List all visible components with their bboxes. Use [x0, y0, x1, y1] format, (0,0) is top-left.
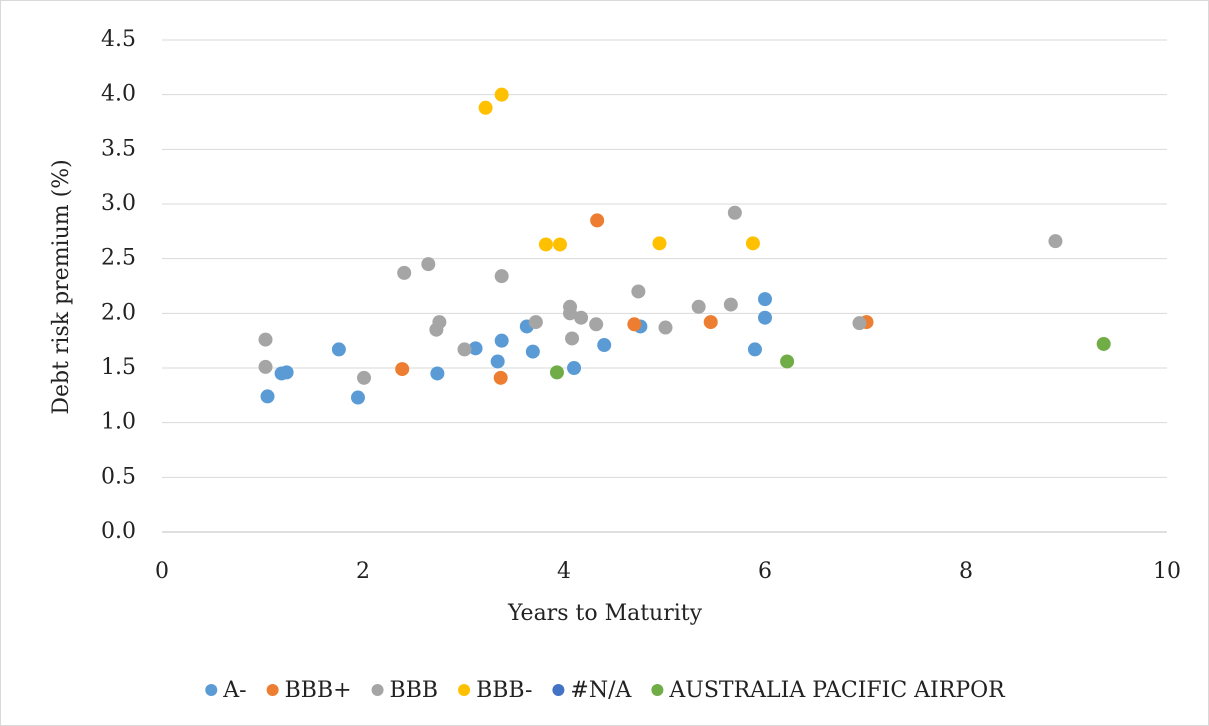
point [747, 342, 762, 357]
point [1096, 336, 1111, 351]
x-tick-label: 10 [1153, 559, 1181, 584]
point [723, 297, 738, 312]
point [574, 310, 589, 325]
y-tick-label: 1.5 [101, 355, 136, 380]
point [432, 315, 447, 330]
point [538, 237, 553, 252]
point [691, 299, 706, 314]
y-tick-label: 2.0 [101, 300, 136, 325]
legend-label: AUSTRALIA PACIFIC AIRPOR [668, 678, 1006, 703]
point [590, 213, 605, 228]
x-tick-label: 4 [557, 559, 571, 584]
y-tick-label: 1.0 [101, 410, 136, 435]
x-axis-label: Years to Maturity [507, 601, 703, 626]
legend-marker [552, 684, 565, 696]
point [493, 370, 508, 385]
legend-label: BBB [390, 678, 439, 703]
legend-label: BBB- [476, 678, 532, 703]
point [279, 365, 294, 380]
point [478, 100, 493, 115]
legend-marker [458, 684, 471, 696]
point [260, 389, 275, 404]
point [758, 292, 772, 307]
legend-marker [651, 684, 664, 696]
legend-label: #N/A [570, 678, 632, 703]
y-tick-label: 3.0 [101, 191, 136, 216]
x-tick-label: 8 [959, 559, 973, 584]
x-tick-label: 6 [758, 559, 772, 584]
x-tick-label: 0 [155, 559, 169, 584]
y-tick-label: 3.5 [101, 136, 136, 161]
point [652, 236, 667, 251]
point [494, 87, 509, 102]
point [565, 331, 580, 346]
point [528, 315, 543, 330]
point [549, 365, 564, 380]
y-tick-label: 0.5 [101, 464, 136, 489]
legend-label: BBB+ [285, 678, 352, 703]
point [727, 205, 742, 220]
point [758, 310, 772, 325]
point [494, 333, 509, 348]
legend-marker [205, 684, 218, 696]
point [525, 344, 540, 359]
point [567, 361, 582, 375]
point [852, 316, 867, 331]
point [631, 284, 646, 299]
point [350, 390, 365, 405]
x-tick-label: 2 [356, 559, 370, 584]
y-tick-label: 2.5 [101, 246, 136, 271]
point [331, 342, 346, 357]
point [430, 366, 445, 381]
legend-marker [371, 684, 384, 696]
point [395, 362, 410, 377]
point [563, 306, 578, 321]
point [490, 354, 505, 369]
point [258, 332, 273, 347]
point [357, 370, 372, 385]
y-axis-label: Debt risk premium (%) [49, 159, 74, 414]
point [745, 236, 760, 251]
point [494, 269, 509, 284]
point [397, 265, 412, 280]
legend-marker [266, 684, 279, 696]
point [589, 317, 604, 332]
point [597, 338, 612, 353]
point [658, 320, 673, 335]
point [552, 237, 567, 252]
legend-label: A- [222, 678, 246, 703]
point [1048, 234, 1063, 249]
point [457, 342, 472, 357]
point [703, 315, 718, 330]
point [468, 341, 483, 356]
point [780, 354, 795, 369]
point [627, 317, 642, 332]
point [258, 359, 273, 374]
y-tick-label: 4.0 [101, 82, 136, 107]
y-tick-label: 0.0 [101, 519, 136, 544]
y-tick-label: 4.5 [101, 27, 136, 52]
point [421, 257, 436, 272]
